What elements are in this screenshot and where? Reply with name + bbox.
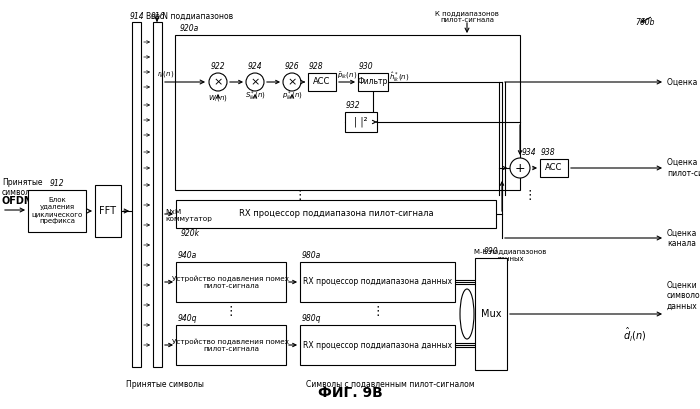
Text: Оценка уровня
пилот-сигнала: Оценка уровня пилот-сигнала bbox=[667, 158, 700, 178]
Text: 912: 912 bbox=[50, 179, 64, 188]
Text: 916: 916 bbox=[150, 12, 164, 21]
Text: 920k: 920k bbox=[181, 229, 200, 238]
Text: Mux: Mux bbox=[481, 309, 501, 319]
Text: 980a: 980a bbox=[302, 251, 321, 260]
Bar bbox=[345, 112, 377, 132]
Text: Символы с подавленным пилот-сигналом: Символы с подавленным пилот-сигналом bbox=[306, 380, 475, 389]
Bar bbox=[540, 159, 568, 177]
Text: +: + bbox=[514, 162, 525, 175]
Text: Принятые
символы: Принятые символы bbox=[2, 178, 43, 198]
Text: 932: 932 bbox=[346, 101, 360, 110]
Text: 990: 990 bbox=[484, 247, 498, 256]
Bar bbox=[358, 73, 388, 91]
Bar bbox=[176, 325, 286, 365]
Text: Оценка
канала: Оценка канала bbox=[667, 228, 697, 248]
Bar bbox=[95, 185, 121, 237]
Bar bbox=[475, 258, 507, 370]
Text: ⋮: ⋮ bbox=[372, 304, 384, 317]
Text: 924: 924 bbox=[248, 62, 262, 71]
Text: 938: 938 bbox=[541, 148, 556, 157]
Text: ×: × bbox=[251, 77, 260, 87]
Ellipse shape bbox=[460, 289, 474, 339]
Text: 980q: 980q bbox=[302, 314, 321, 323]
Text: RX процессор поддиапазона пилот-сигнала: RX процессор поддиапазона пилот-сигнала bbox=[239, 209, 433, 218]
Text: ⋮: ⋮ bbox=[225, 304, 237, 317]
Bar bbox=[176, 262, 286, 302]
Text: Блок
удаления
циклического
префикса: Блок удаления циклического префикса bbox=[32, 198, 83, 225]
Text: Оценки
символов
данных: Оценки символов данных bbox=[667, 281, 700, 311]
Text: Все N поддиапазонов: Все N поддиапазонов bbox=[146, 12, 234, 21]
Text: $S^*_{lk}(n)$: $S^*_{lk}(n)$ bbox=[244, 90, 265, 103]
Text: $p^*_{lk}(n)$: $p^*_{lk}(n)$ bbox=[281, 90, 302, 103]
Text: ×: × bbox=[214, 77, 223, 87]
Text: 926: 926 bbox=[285, 62, 300, 71]
Text: Фильтр: Фильтр bbox=[358, 77, 388, 86]
Bar bbox=[176, 200, 496, 228]
Text: 940q: 940q bbox=[178, 314, 197, 323]
Bar bbox=[28, 190, 86, 232]
Text: $\hat{d}_l(n)$: $\hat{d}_l(n)$ bbox=[623, 325, 647, 343]
Text: FFT: FFT bbox=[99, 206, 116, 216]
Circle shape bbox=[246, 73, 264, 91]
Text: $\bar{p}_{lk}(n)$: $\bar{p}_{lk}(n)$ bbox=[337, 71, 357, 81]
Bar bbox=[132, 22, 141, 367]
Text: OFDM: OFDM bbox=[2, 196, 34, 206]
Text: К поддиапазонов
пилот-сигнала: К поддиапазонов пилот-сигнала bbox=[435, 10, 499, 23]
Circle shape bbox=[510, 158, 530, 178]
Text: М-К поддиапазонов
данных: М-К поддиапазонов данных bbox=[474, 248, 546, 261]
Text: RX процессор поддиапазона данных: RX процессор поддиапазона данных bbox=[303, 341, 452, 350]
Text: 914: 914 bbox=[130, 12, 144, 21]
Circle shape bbox=[283, 73, 301, 91]
Text: ⋮: ⋮ bbox=[524, 189, 536, 202]
Text: $\hat{h}^*_{lk}(n)$: $\hat{h}^*_{lk}(n)$ bbox=[389, 71, 410, 84]
Text: 920a: 920a bbox=[180, 24, 200, 33]
Text: 928: 928 bbox=[309, 62, 323, 71]
Bar bbox=[175, 35, 520, 190]
Text: Устройство подавления помех
пилот-сигнала: Устройство подавления помех пилот-сигнал… bbox=[172, 275, 290, 289]
Bar bbox=[153, 22, 162, 367]
Circle shape bbox=[209, 73, 227, 91]
Text: 760b: 760b bbox=[635, 18, 654, 27]
Text: ACC: ACC bbox=[545, 164, 563, 173]
Text: | |²: | |² bbox=[354, 117, 368, 127]
Text: ACC: ACC bbox=[314, 77, 330, 86]
Text: 934: 934 bbox=[522, 148, 537, 157]
Text: Принятые символы: Принятые символы bbox=[126, 380, 204, 389]
Bar bbox=[308, 73, 336, 91]
Text: ×: × bbox=[287, 77, 297, 87]
Text: 922: 922 bbox=[211, 62, 225, 71]
Bar bbox=[300, 262, 455, 302]
Text: ⋮: ⋮ bbox=[294, 189, 307, 202]
Text: ФИГ. 9В: ФИГ. 9В bbox=[318, 386, 382, 400]
Bar bbox=[300, 325, 455, 365]
Text: NxM
коммутатор: NxM коммутатор bbox=[165, 209, 212, 222]
Text: Устройство подавления помех
пилот-сигнала: Устройство подавления помех пилот-сигнал… bbox=[172, 338, 290, 352]
Text: 930: 930 bbox=[359, 62, 374, 71]
Text: $r_k(n)$: $r_k(n)$ bbox=[157, 69, 174, 79]
Text: Оценка канала: Оценка канала bbox=[667, 77, 700, 86]
Text: $W_l(n)$: $W_l(n)$ bbox=[208, 93, 228, 103]
Text: RX процессор поддиапазона данных: RX процессор поддиапазона данных bbox=[303, 277, 452, 286]
Text: 940a: 940a bbox=[178, 251, 197, 260]
